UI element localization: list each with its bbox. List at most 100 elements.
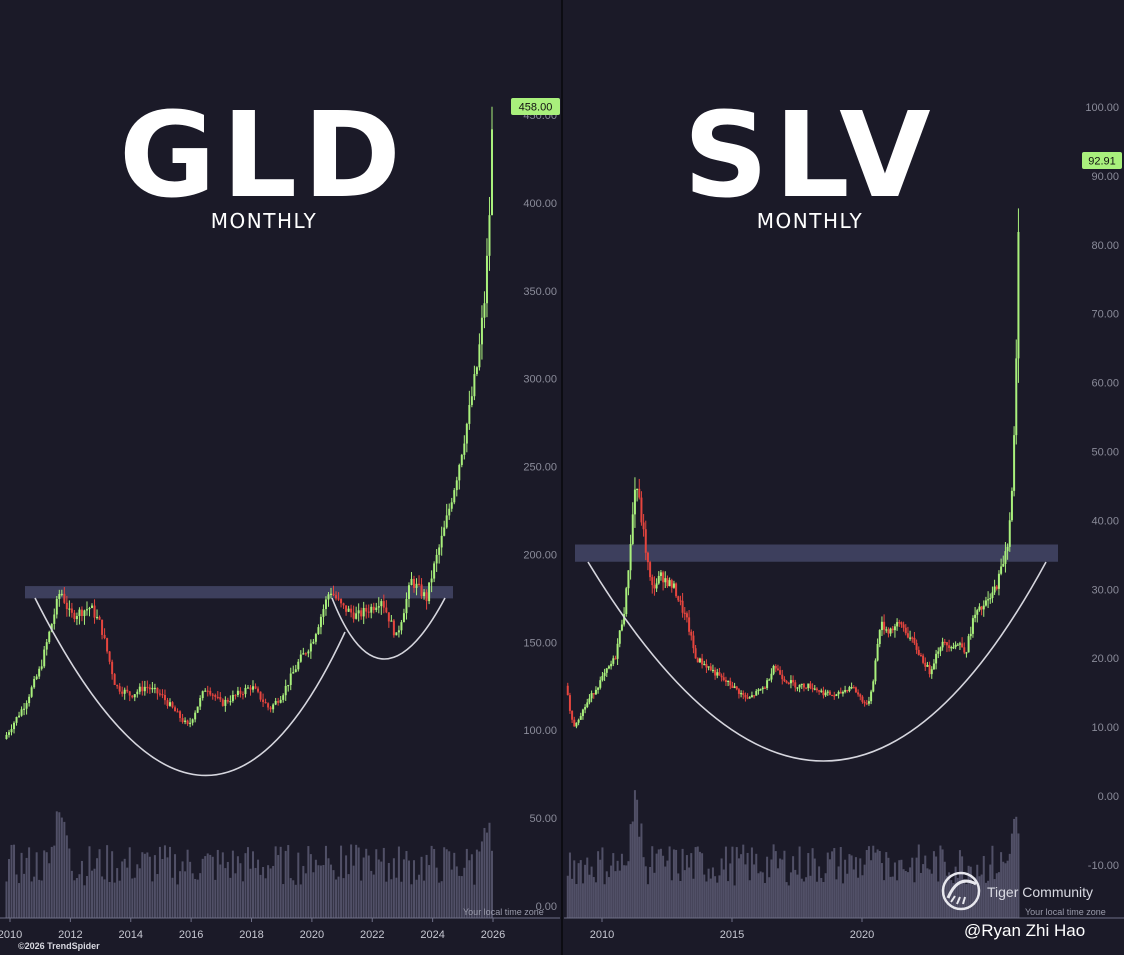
candle-body <box>779 670 782 675</box>
candle-body <box>1006 546 1009 552</box>
candle-body <box>35 676 38 679</box>
volume-bar <box>887 857 890 918</box>
volume-bar <box>861 875 864 918</box>
volume-bar <box>1002 861 1005 918</box>
volume-bar <box>262 866 265 918</box>
candle-body <box>146 686 149 689</box>
candle-body <box>43 649 46 667</box>
candle-body <box>453 490 456 503</box>
volume-bar <box>744 864 747 918</box>
volume-bar <box>259 874 262 918</box>
candle-body <box>991 592 994 599</box>
volume-bar <box>718 875 721 918</box>
candle-body <box>88 607 91 610</box>
volume-bar <box>380 861 383 918</box>
candle-body <box>954 644 957 648</box>
volume-bar <box>45 852 48 918</box>
candle-body <box>870 691 873 702</box>
candle-body <box>926 665 929 667</box>
volume-bar <box>976 864 979 918</box>
candle-body <box>822 690 825 696</box>
slv-last-price-tag: 92.91 <box>1082 152 1122 169</box>
volume-bar <box>820 877 823 918</box>
volume-bar <box>724 846 727 918</box>
candle-body <box>70 608 73 613</box>
volume-bar <box>807 853 810 918</box>
candle-body <box>91 605 94 608</box>
volume-bar <box>58 812 61 918</box>
candle-body <box>649 562 652 578</box>
volume-bar <box>372 874 375 918</box>
volume-bar <box>729 863 732 918</box>
candle-body <box>490 129 493 216</box>
candle-body <box>707 666 710 668</box>
candle-body <box>80 609 83 617</box>
volume-bar <box>826 852 829 918</box>
volume-bar <box>588 874 591 918</box>
volume-bar <box>783 850 786 918</box>
volume-bar <box>636 799 639 918</box>
candle-body <box>629 543 632 571</box>
y-tick-label: -10.00 <box>1088 860 1119 872</box>
volume-bar <box>831 851 834 918</box>
volume-bar <box>123 858 126 918</box>
candle-body <box>844 690 847 692</box>
volume-bar <box>991 845 994 918</box>
volume-bar <box>231 850 234 918</box>
volume-bar <box>577 863 580 918</box>
candle-body <box>638 488 641 498</box>
candle-body <box>666 578 669 587</box>
candle-body <box>473 374 476 397</box>
volume-bar <box>337 876 340 918</box>
candle-body <box>874 660 877 682</box>
candle-body <box>468 404 471 424</box>
candle-body <box>219 696 222 700</box>
candle-body <box>577 719 580 723</box>
volume-bar <box>640 823 643 918</box>
volume-bar <box>166 857 169 918</box>
candle-body <box>841 691 844 694</box>
volume-bar <box>796 874 799 918</box>
volume-bar <box>1010 833 1013 918</box>
candle-body <box>785 681 788 683</box>
volume-bar <box>646 884 649 918</box>
volume-bar <box>779 858 782 918</box>
candle-body <box>45 642 48 650</box>
volume-bar <box>377 859 380 918</box>
candle-body <box>566 685 569 696</box>
volume-bar <box>603 884 606 918</box>
gld-y-axis: 0.00 50.00 100.00 150.00 200.00 250.00 300.00 3… <box>523 110 557 913</box>
candle-body <box>28 696 31 704</box>
volume-bar <box>347 874 350 918</box>
volume-bar <box>698 851 701 918</box>
volume-bar <box>928 869 931 918</box>
candle-body <box>458 465 461 481</box>
candle-body <box>837 691 840 695</box>
candle-body <box>863 701 866 704</box>
gld-chart-panel: 0.00 50.00 100.00 150.00 200.00 250.00 300.00 3… <box>0 86 560 951</box>
candle-body <box>380 601 383 607</box>
candle-body <box>327 594 330 600</box>
volume-bar <box>844 859 847 918</box>
candle-body <box>636 488 639 491</box>
candle-body <box>355 613 358 619</box>
volume-bar <box>735 847 738 918</box>
volume-bar <box>867 846 870 918</box>
candle-body <box>480 317 483 345</box>
candle-body <box>815 688 818 691</box>
volume-bar <box>733 885 736 918</box>
candle-body <box>659 572 662 576</box>
candle-body <box>73 612 76 620</box>
candle-body <box>171 702 174 708</box>
volume-bar <box>329 864 332 918</box>
volume-bar <box>705 881 708 918</box>
volume-bar <box>264 878 267 918</box>
candle-body <box>123 689 126 694</box>
candle-body <box>633 489 636 515</box>
volume-bar <box>839 847 842 918</box>
volume-bar <box>387 862 390 918</box>
volume-bar <box>75 878 78 918</box>
candle-body <box>209 690 212 695</box>
candle-body <box>25 703 28 709</box>
candle-body <box>824 692 827 696</box>
